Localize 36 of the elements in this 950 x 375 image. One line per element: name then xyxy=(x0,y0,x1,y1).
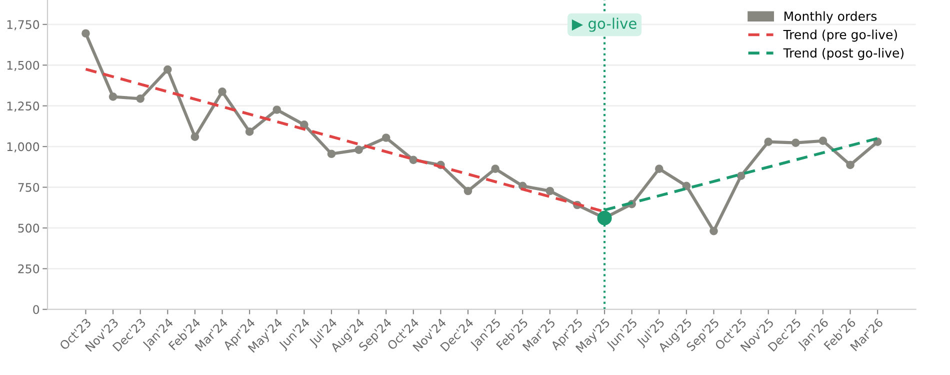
point xyxy=(245,128,254,136)
point xyxy=(464,186,472,196)
y-tick-label: 250 xyxy=(18,264,40,274)
point xyxy=(791,138,800,147)
point xyxy=(354,146,363,154)
ref-line-label: ▶ go-live xyxy=(572,18,636,32)
point xyxy=(546,186,554,196)
point xyxy=(218,88,226,96)
y-tick-label: 1,750 xyxy=(7,20,40,30)
y-tick-label: 0 xyxy=(33,305,40,314)
point xyxy=(382,134,390,142)
y-tick-label: 1,000 xyxy=(7,142,40,152)
legend-label: Monthly orders xyxy=(784,11,877,24)
legend-label: Trend (post go-live) xyxy=(783,48,904,60)
legend-label: Trend (pre go-live) xyxy=(783,30,897,42)
point xyxy=(491,164,500,174)
point xyxy=(190,132,200,141)
point xyxy=(409,156,418,164)
point xyxy=(327,150,336,158)
point xyxy=(272,106,282,114)
point xyxy=(764,138,773,146)
point xyxy=(846,160,854,170)
point xyxy=(682,182,691,190)
y-tick-label: 1,500 xyxy=(7,60,40,71)
point xyxy=(710,226,718,236)
point xyxy=(818,136,828,146)
y-tick-label: 750 xyxy=(18,182,40,192)
y-tick-label: 1,250 xyxy=(7,102,40,112)
point xyxy=(654,164,664,174)
point xyxy=(736,172,746,180)
point xyxy=(108,92,118,101)
point xyxy=(82,29,90,38)
point xyxy=(163,65,172,74)
point xyxy=(300,120,308,129)
point xyxy=(136,94,145,103)
y-tick-label: 500 xyxy=(18,224,40,233)
